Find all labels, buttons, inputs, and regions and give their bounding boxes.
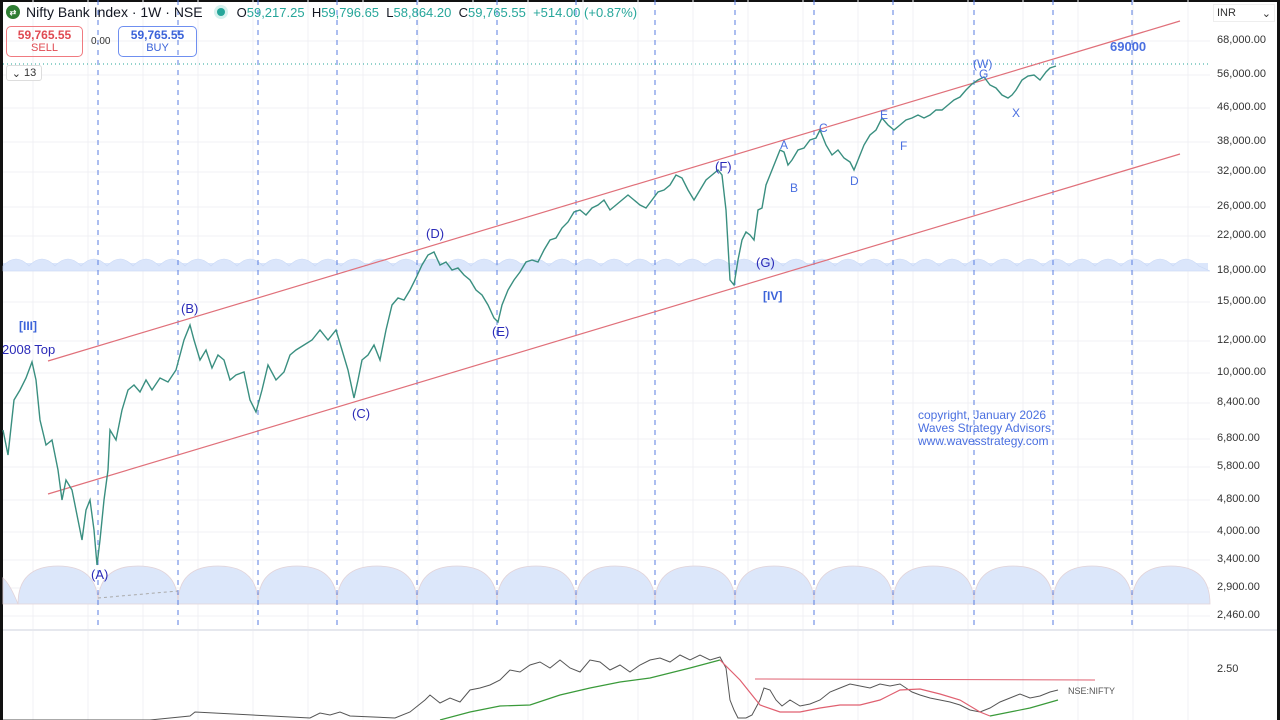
- market-status-dot-icon: [216, 8, 225, 16]
- axis-tick: 5,800.00: [1217, 460, 1260, 472]
- wave-label-iv[interactable]: [IV]: [763, 289, 783, 303]
- spread-value: 0.00: [91, 36, 111, 47]
- axis-tick: 15,000.00: [1217, 295, 1266, 307]
- ratio-ma-rising-2: [989, 699, 1059, 717]
- wave-label-a[interactable]: (A): [91, 567, 109, 582]
- indicators-toggle-button[interactable]: ⌄ 13: [6, 65, 42, 81]
- large-cycle-arcs: [2, 565, 1211, 605]
- wave-label-sub-c[interactable]: C: [819, 121, 828, 135]
- price-change: +514.00 (+0.87%): [533, 4, 638, 20]
- wave-label-sub-a[interactable]: A: [780, 138, 789, 152]
- currency-selector[interactable]: INR ⌄: [1213, 4, 1275, 22]
- wave-label-w[interactable]: (W): [973, 57, 993, 71]
- axis-tick: 2,460.00: [1217, 609, 1260, 621]
- wave-label-x[interactable]: X: [1012, 106, 1021, 120]
- index-logo-icon: ⇄: [6, 5, 20, 19]
- symbol-title[interactable]: Nifty Bank Index · 1W · NSE: [26, 4, 203, 20]
- small-cycle-arcs: [2, 258, 1211, 272]
- price-series: [2, 65, 1057, 566]
- wave-label-sub-e[interactable]: E: [880, 108, 889, 122]
- horizontal-gridlines: [3, 40, 1210, 617]
- axis-tick: 2.50: [1217, 663, 1239, 675]
- axis-tick: 32,000.00: [1217, 165, 1266, 177]
- cycle-vertical-lines[interactable]: [97, 0, 1133, 628]
- ratio-resistance-line[interactable]: [754, 678, 1096, 681]
- axis-tick: 8,400.00: [1217, 396, 1260, 408]
- axis-tick: 18,000.00: [1217, 264, 1266, 276]
- axis-tick: 6,800.00: [1217, 432, 1260, 444]
- chevron-down-icon: ⌄: [1261, 7, 1271, 20]
- elliott-channel[interactable]: [47, 20, 1181, 495]
- wave-label-sub-b[interactable]: B: [790, 181, 799, 195]
- chevron-down-icon: ⌄: [11, 67, 21, 80]
- wave-label-c[interactable]: (C): [352, 406, 371, 421]
- copyright-note[interactable]: copyright, January 2026 Waves Strategy A…: [918, 408, 1051, 448]
- wave-label-f[interactable]: (F): [715, 159, 732, 174]
- wave-label-sub-f[interactable]: F: [900, 139, 908, 153]
- axis-tick: 10,000.00: [1217, 366, 1266, 378]
- wave-label-iii[interactable]: [III]: [19, 319, 37, 333]
- label-2008-top[interactable]: 2008 Top: [2, 342, 56, 357]
- buy-button[interactable]: 59,765.55 BUY: [118, 26, 197, 57]
- axis-tick: 46,000.00: [1217, 101, 1266, 113]
- axis-tick: 4,000.00: [1217, 525, 1260, 537]
- axis-tick: 12,000.00: [1217, 334, 1266, 346]
- axis-tick: 68,000.00: [1217, 34, 1266, 46]
- axis-tick: 2,900.00: [1217, 581, 1260, 593]
- ratio-symbol-label: NSE:NIFTY: [1068, 686, 1116, 696]
- wave-label-b[interactable]: (B): [181, 301, 199, 316]
- axis-tick: 56,000.00: [1217, 68, 1266, 80]
- axis-tick: 26,000.00: [1217, 200, 1266, 212]
- ohlc-values: O59,217.25 H59,796.65 L58,864.20 C59,765…: [236, 4, 638, 20]
- axis-tick: 22,000.00: [1217, 229, 1266, 241]
- chart-header: ⇄ Nifty Bank Index · 1W · NSE O59,217.25…: [6, 4, 637, 20]
- axis-tick: 3,400.00: [1217, 553, 1260, 565]
- wave-label-sub-d[interactable]: D: [850, 174, 859, 188]
- wave-label-d[interactable]: (D): [426, 226, 445, 241]
- ratio-line: [3, 654, 1059, 720]
- wave-label-e[interactable]: (E): [492, 324, 510, 339]
- wave-label-sub-g[interactable]: G: [979, 67, 989, 81]
- cycle-projection-line: [97, 590, 179, 599]
- ratio-ma-falling: [719, 659, 991, 717]
- wave-label-g[interactable]: (G): [756, 255, 775, 270]
- axis-tick: 38,000.00: [1217, 135, 1266, 147]
- target-label[interactable]: 69000: [1110, 39, 1147, 54]
- axis-tick: 4,800.00: [1217, 493, 1260, 505]
- sell-button[interactable]: 59,765.55 SELL: [6, 26, 83, 57]
- ratio-ma-rising: [439, 659, 721, 720]
